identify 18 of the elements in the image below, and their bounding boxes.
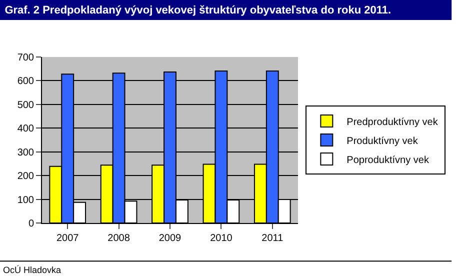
legend-label: Produktívny vek	[346, 136, 419, 147]
x-tick-label: 2008	[108, 233, 130, 244]
y-tick-label: 400	[17, 124, 34, 135]
y-tick-label: 200	[17, 171, 34, 182]
x-tick-label: 2009	[158, 233, 182, 244]
y-tick-label: 700	[17, 52, 34, 64]
chart-title: Graf. 2 Predpokladaný vývoj vekovej štruktúry obyvateľstva do roku 2011.	[4, 4, 392, 17]
x-tick-label: 2011	[262, 233, 284, 244]
x-tick-label: 2007	[56, 233, 80, 244]
text: OcÚ Hladovka	[3, 265, 62, 275]
y-tick-label: 600	[17, 76, 34, 88]
y-tick-label: 100	[17, 194, 34, 206]
y-tick-label: 300	[17, 147, 34, 158]
x-tick-label: 2010	[210, 233, 233, 244]
legend-label: Predproduktívny vek	[346, 116, 439, 128]
y-tick-label: 500	[17, 100, 34, 111]
legend-label: Poproduktívny vek	[346, 154, 430, 166]
y-tick-label: 0	[28, 218, 34, 230]
